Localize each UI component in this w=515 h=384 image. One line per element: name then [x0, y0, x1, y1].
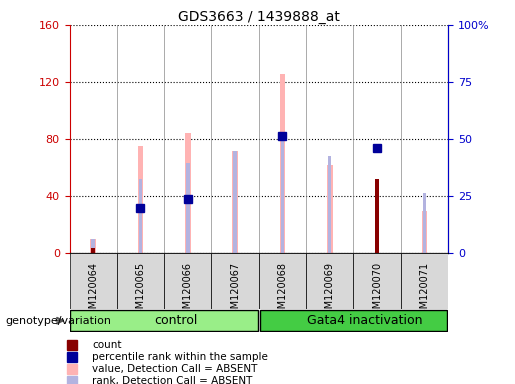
Bar — [90, 239, 96, 253]
Bar — [260, 310, 447, 331]
Text: GSM120064: GSM120064 — [88, 262, 98, 321]
Bar — [186, 164, 190, 253]
Bar — [328, 156, 332, 253]
Bar — [259, 253, 306, 309]
Bar — [401, 253, 448, 309]
Bar — [164, 253, 212, 309]
Text: GSM120068: GSM120068 — [278, 262, 287, 321]
Text: percentile rank within the sample: percentile rank within the sample — [92, 352, 268, 362]
Bar — [70, 253, 117, 309]
Text: GSM120065: GSM120065 — [135, 262, 146, 321]
Bar — [327, 165, 333, 253]
Bar — [92, 239, 95, 253]
Text: GSM120070: GSM120070 — [372, 262, 382, 321]
Bar — [353, 253, 401, 309]
Bar — [117, 253, 164, 309]
Bar — [139, 179, 142, 253]
Text: rank, Detection Call = ABSENT: rank, Detection Call = ABSENT — [92, 376, 253, 384]
Bar — [280, 73, 285, 253]
Bar — [212, 253, 259, 309]
Text: count: count — [92, 340, 122, 350]
Text: Gata4 inactivation: Gata4 inactivation — [307, 314, 423, 327]
Bar — [375, 179, 379, 253]
Bar — [233, 151, 237, 253]
Bar — [306, 253, 353, 309]
Text: GSM120069: GSM120069 — [325, 262, 335, 321]
Bar — [422, 210, 427, 253]
Text: genotype/variation: genotype/variation — [5, 316, 111, 326]
Bar — [71, 310, 258, 331]
Text: GSM120066: GSM120066 — [183, 262, 193, 321]
Bar — [138, 146, 143, 253]
Bar — [92, 248, 95, 253]
Bar — [185, 134, 191, 253]
Text: GSM120071: GSM120071 — [419, 262, 430, 321]
Bar — [423, 194, 426, 253]
Text: value, Detection Call = ABSENT: value, Detection Call = ABSENT — [92, 364, 258, 374]
Bar — [232, 151, 238, 253]
Bar — [281, 139, 284, 253]
Text: GSM120067: GSM120067 — [230, 262, 240, 321]
Title: GDS3663 / 1439888_at: GDS3663 / 1439888_at — [178, 10, 340, 24]
Text: control: control — [154, 314, 198, 327]
